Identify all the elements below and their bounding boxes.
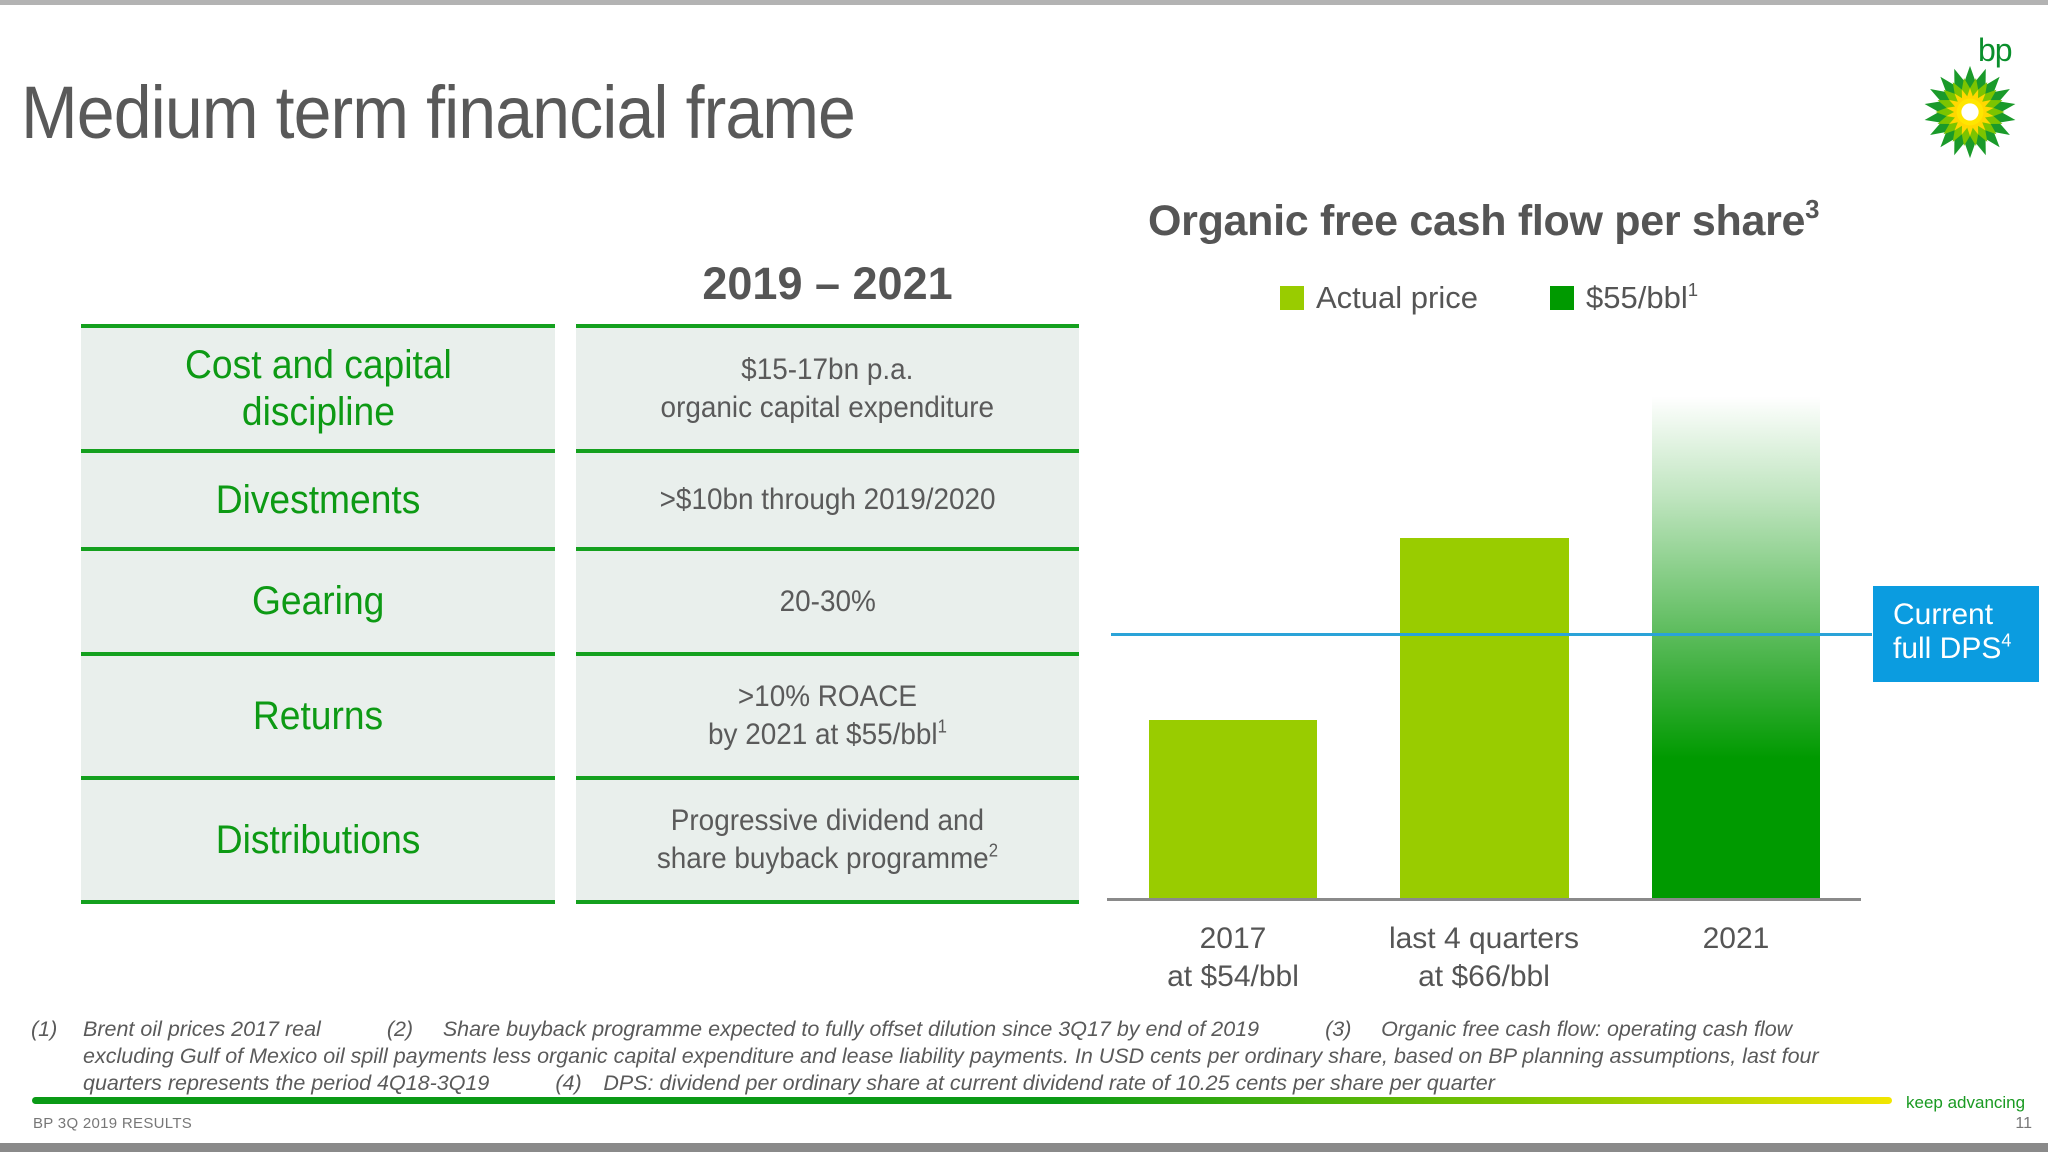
- row-label-returns: Returns: [81, 652, 555, 776]
- legend-item-actual-price: Actual price: [1280, 280, 1478, 316]
- x-label-line: at $54/bbl: [1167, 960, 1299, 993]
- footnote-ref: 1: [937, 716, 947, 737]
- footnote-ref: 3: [1805, 196, 1820, 225]
- page-title: Medium term financial frame: [21, 71, 856, 154]
- footnote-ref: 1: [1687, 278, 1699, 300]
- label-line: discipline: [241, 389, 395, 434]
- top-border: [0, 0, 2048, 5]
- bottom-border: [0, 1143, 2048, 1152]
- footnote-number: (2): [386, 1017, 414, 1041]
- footnote-line-3: quarters represents the period 4Q18-3Q19…: [31, 1070, 2021, 1097]
- value-line: organic capital expenditure: [660, 390, 995, 424]
- row-value-returns: >10% ROACE by 2021 at $55/bbl1: [576, 652, 1079, 776]
- legend-swatch-icon: [1550, 286, 1574, 310]
- x-label-line: last 4 quarters: [1388, 922, 1580, 955]
- footnote-number: (3): [1325, 1017, 1352, 1041]
- footnote-text: Brent oil prices 2017 real: [83, 1017, 321, 1041]
- bp-helios-logo-icon: [1924, 65, 2016, 159]
- x-label-2017: 2017 at $54/bbl: [1133, 920, 1333, 996]
- footer-report-name: BP 3Q 2019 RESULTS: [33, 1115, 193, 1132]
- value-line: >$10bn through 2019/2020: [659, 483, 996, 516]
- bar-2017: [1149, 720, 1317, 899]
- footnotes: (1) Brent oil prices 2017 real (2) Share b…: [31, 1016, 2021, 1097]
- row-label-distributions: Distributions: [81, 776, 555, 904]
- footer-gradient-rule: [32, 1097, 1892, 1104]
- row-value-gearing: 20-30%: [576, 547, 1079, 652]
- x-label-line: 2021: [1702, 922, 1770, 955]
- footnote-line-1: (1) Brent oil prices 2017 real (2) Share b…: [31, 1016, 2021, 1043]
- page-number: 11: [2015, 1115, 2032, 1132]
- chart-title-text: Organic free cash flow per share: [1148, 197, 1806, 245]
- tagline: keep advancing: [1906, 1093, 2026, 1112]
- footnote-number: (4): [555, 1071, 582, 1095]
- bar-2021: [1652, 396, 1820, 899]
- row-label-gearing: Gearing: [81, 547, 555, 652]
- legend-swatch-icon: [1280, 286, 1304, 310]
- chart-title: Organic free cash flow per share3: [1148, 196, 1820, 246]
- legend-label: $55/bbl: [1586, 280, 1688, 315]
- dps-label-text: Current full DPS4: [1893, 598, 2012, 665]
- footnote-text: Organic free cash flow: operating cash f…: [1381, 1017, 1793, 1041]
- dps-reference-line: [1111, 633, 1872, 636]
- footnote-ref: 2: [988, 840, 999, 861]
- bar-last-4-quarters: [1400, 538, 1569, 899]
- row-value-cost-capital: $15-17bn p.a. organic capital expenditure: [576, 324, 1079, 449]
- x-label-last-4-quarters: last 4 quarters at $66/bbl: [1364, 920, 1604, 996]
- x-label-2021: 2021: [1636, 920, 1836, 958]
- value-line: $15-17bn p.a.: [741, 352, 914, 386]
- period-header: 2019 – 2021: [702, 258, 953, 309]
- row-value-divestments: >$10bn through 2019/2020: [576, 449, 1079, 547]
- row-label-divestments: Divestments: [81, 449, 555, 547]
- footnote-number: (1): [31, 1017, 58, 1041]
- legend-item-55-bbl: $55/bbl1: [1550, 280, 1698, 316]
- bp-logo-text: bp: [1978, 32, 2013, 68]
- label-line: Returns: [252, 693, 384, 738]
- legend-label: Actual price: [1316, 280, 1478, 315]
- label-line: Gearing: [251, 579, 385, 623]
- value-line: Progressive dividend and: [670, 804, 985, 837]
- footnote-text: quarters represents the period 4Q18-3Q19: [83, 1071, 490, 1095]
- label-line: Cost and capital: [184, 342, 452, 387]
- x-axis-line: [1107, 898, 1861, 901]
- x-label-line: at $66/bbl: [1418, 960, 1550, 993]
- value-line: 20-30%: [779, 584, 876, 618]
- footnote-text: Share buyback programme expected to full…: [442, 1017, 1260, 1041]
- footnote-text: DPS: dividend per ordinary share at curr…: [603, 1071, 1495, 1095]
- value-line: >10% ROACE: [737, 680, 918, 713]
- value-line: share buyback programme: [656, 842, 989, 875]
- dps-label-box: Current full DPS4: [1873, 586, 2039, 682]
- footnote-line-2: excluding Gulf of Mexico oil spill payme…: [83, 1044, 1819, 1068]
- row-value-distributions: Progressive dividend and share buyback pr…: [576, 776, 1079, 904]
- label-line: Distributions: [215, 817, 421, 862]
- row-label-cost-capital: Cost and capital discipline: [81, 324, 555, 449]
- value-line: by 2021 at $55/bbl: [708, 718, 938, 751]
- label-line: Divestments: [215, 477, 421, 522]
- x-label-line: 2017: [1199, 922, 1267, 955]
